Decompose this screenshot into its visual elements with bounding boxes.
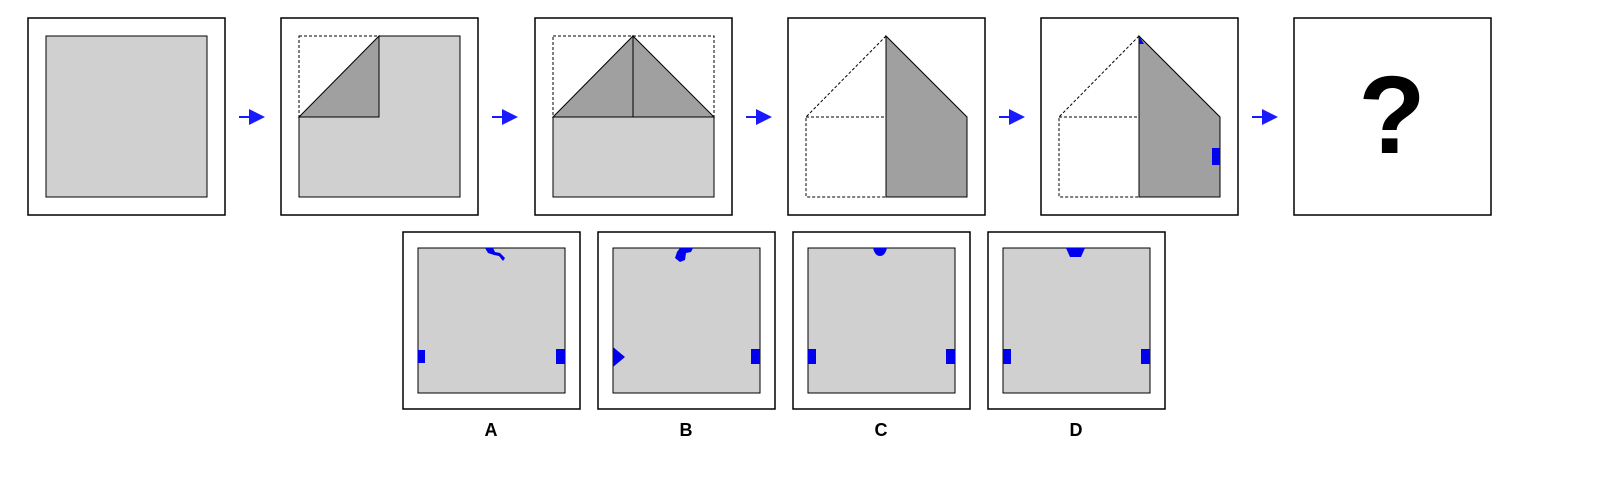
step-3: [534, 17, 733, 216]
option-label: C: [875, 420, 888, 440]
step-5: [1040, 17, 1239, 216]
step-2: [280, 17, 479, 216]
option-d[interactable]: D: [987, 231, 1166, 440]
question-mark: ?: [1358, 54, 1425, 177]
step-6: ?: [1293, 17, 1492, 216]
option-b[interactable]: B: [597, 231, 776, 440]
option-label: D: [1070, 420, 1083, 440]
option-a[interactable]: A: [402, 231, 581, 440]
step-1: [27, 17, 226, 216]
option-label: B: [680, 420, 693, 440]
option-c[interactable]: C: [792, 231, 971, 440]
step-4: [787, 17, 986, 216]
option-label: A: [485, 420, 498, 440]
